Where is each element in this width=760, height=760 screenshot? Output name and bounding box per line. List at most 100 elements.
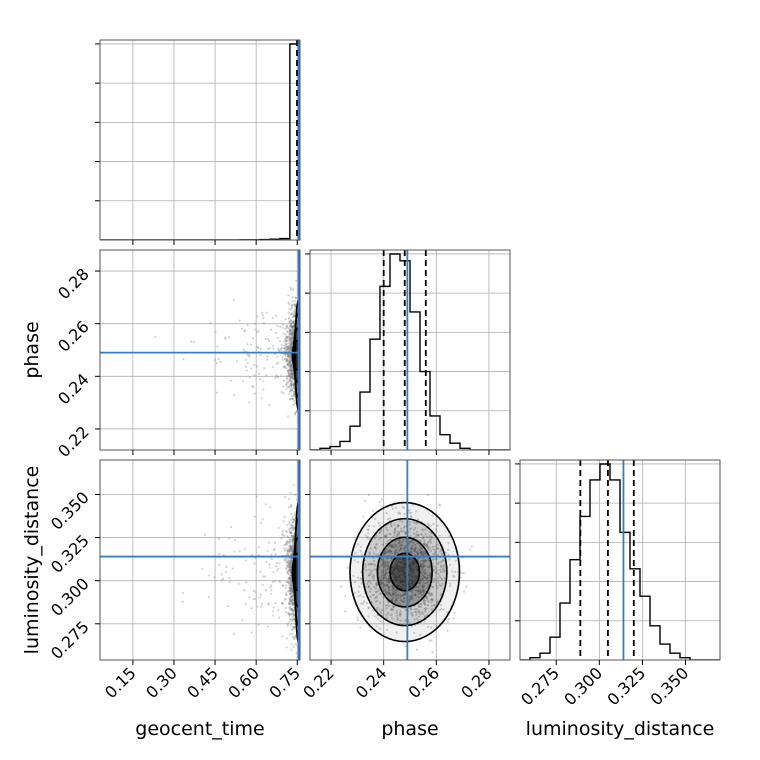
sample-point bbox=[409, 550, 413, 553]
sample-point bbox=[290, 582, 293, 585]
sample-point bbox=[390, 505, 394, 508]
sample-point bbox=[366, 535, 369, 539]
sample-point bbox=[428, 538, 432, 541]
sample-point bbox=[416, 569, 419, 573]
sample-point bbox=[295, 334, 299, 337]
sample-point bbox=[288, 600, 292, 603]
sample-point bbox=[288, 549, 291, 553]
sample-point bbox=[286, 536, 290, 539]
sample-point bbox=[380, 564, 384, 567]
sample-point bbox=[395, 566, 399, 569]
sample-point bbox=[392, 570, 395, 573]
sample-point bbox=[287, 362, 291, 365]
sample-point bbox=[385, 571, 388, 575]
sample-point bbox=[277, 349, 280, 352]
sample-point bbox=[370, 569, 373, 572]
sample-point bbox=[294, 305, 297, 308]
sample-point bbox=[291, 337, 294, 340]
sample-point bbox=[399, 586, 402, 589]
sample-point bbox=[282, 332, 285, 335]
sample-point bbox=[416, 617, 419, 621]
sample-point bbox=[411, 564, 414, 567]
sample-point bbox=[398, 542, 401, 545]
sample-point bbox=[287, 506, 290, 509]
sample-point bbox=[436, 586, 439, 590]
sample-point bbox=[404, 608, 407, 611]
sample-point bbox=[288, 398, 291, 401]
sample-point bbox=[452, 617, 455, 620]
sample-point bbox=[291, 518, 294, 521]
sample-point bbox=[284, 348, 287, 351]
sample-point bbox=[430, 604, 434, 607]
sample-point bbox=[408, 565, 411, 568]
sample-point bbox=[397, 561, 400, 564]
sample-point bbox=[413, 548, 416, 551]
sample-point bbox=[289, 594, 293, 598]
sample-point bbox=[423, 550, 427, 554]
sample-point bbox=[252, 597, 256, 601]
sample-point bbox=[414, 610, 417, 613]
sample-point bbox=[417, 552, 420, 555]
sample-point bbox=[442, 567, 445, 570]
sample-point bbox=[295, 356, 299, 359]
sample-point bbox=[296, 562, 299, 565]
sample-point bbox=[388, 517, 391, 520]
sample-point bbox=[267, 347, 270, 351]
sample-point bbox=[289, 553, 293, 556]
sample-point bbox=[394, 597, 397, 600]
sample-point bbox=[287, 562, 290, 565]
sample-point bbox=[289, 346, 292, 349]
sample-point bbox=[422, 585, 425, 589]
sample-point bbox=[410, 547, 413, 550]
sample-point bbox=[289, 344, 293, 347]
sample-point bbox=[250, 553, 254, 557]
sample-point bbox=[378, 524, 381, 527]
sample-point bbox=[295, 409, 299, 412]
sample-point bbox=[254, 322, 257, 325]
sample-point bbox=[389, 545, 392, 549]
sample-point bbox=[289, 613, 292, 617]
sample-point bbox=[340, 585, 343, 588]
sample-point bbox=[409, 527, 412, 531]
sample-point bbox=[207, 595, 211, 599]
sample-point bbox=[292, 601, 295, 604]
sample-point bbox=[423, 541, 426, 544]
sample-point bbox=[381, 571, 384, 574]
sample-point bbox=[412, 541, 415, 544]
sample-point bbox=[419, 591, 422, 594]
sample-point bbox=[398, 539, 401, 542]
sample-point bbox=[289, 346, 292, 349]
sample-point bbox=[295, 598, 299, 601]
sample-point bbox=[431, 599, 434, 602]
sample-point bbox=[292, 610, 295, 613]
sample-point bbox=[285, 584, 288, 587]
sample-point bbox=[296, 371, 299, 374]
y-tick-label: 0.24 bbox=[54, 370, 93, 409]
sample-point bbox=[375, 590, 378, 593]
sample-point bbox=[413, 560, 416, 563]
sample-point bbox=[270, 328, 273, 331]
sample-point bbox=[420, 533, 423, 536]
sample-point bbox=[391, 617, 394, 620]
sample-point bbox=[249, 343, 253, 346]
sample-point bbox=[289, 560, 293, 564]
sample-point bbox=[290, 365, 293, 368]
sample-point bbox=[401, 569, 404, 573]
sample-point bbox=[418, 610, 422, 613]
sample-point bbox=[292, 376, 295, 380]
sample-point bbox=[235, 360, 239, 363]
sample-point bbox=[443, 569, 446, 572]
sample-point bbox=[426, 541, 429, 545]
sample-point bbox=[257, 372, 261, 376]
sample-point bbox=[287, 338, 290, 342]
sample-point bbox=[425, 597, 428, 600]
sample-point bbox=[443, 570, 447, 573]
sample-point bbox=[285, 557, 288, 561]
sample-point bbox=[394, 559, 398, 562]
sample-point bbox=[286, 353, 289, 356]
sample-point bbox=[264, 338, 267, 341]
sample-point bbox=[398, 511, 401, 514]
sample-point bbox=[410, 578, 413, 581]
sample-point bbox=[283, 346, 286, 350]
sample-point bbox=[289, 364, 293, 367]
